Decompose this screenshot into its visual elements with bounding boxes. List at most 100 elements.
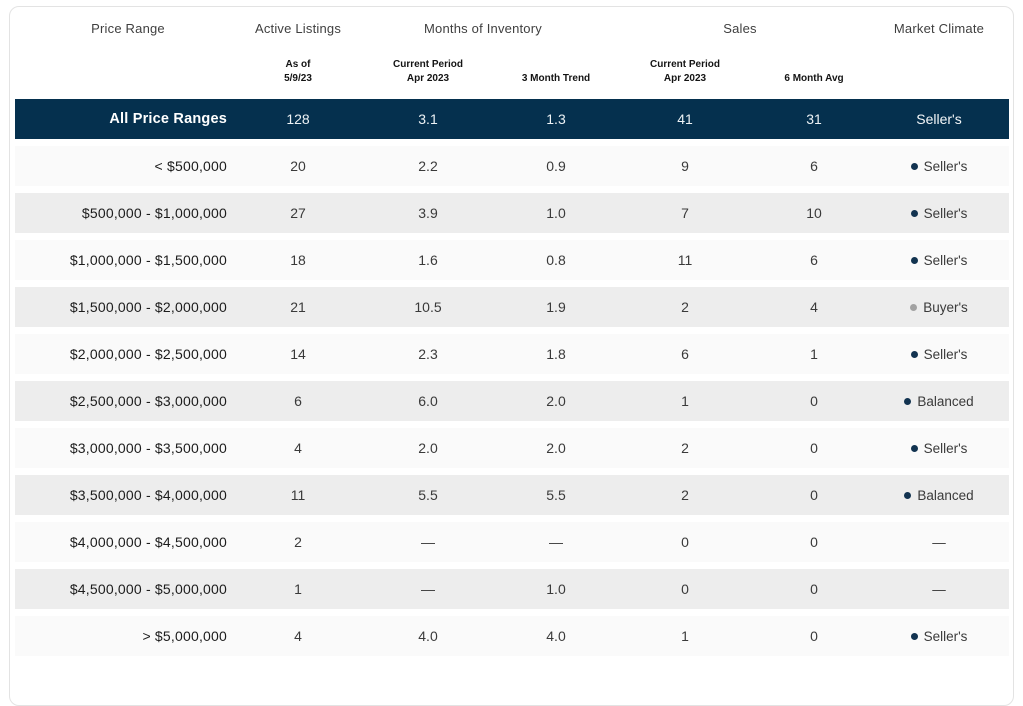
sales-current-cell: 11 <box>677 252 693 268</box>
climate-label: Seller's <box>923 346 968 362</box>
active-listings-cell: 20 <box>290 158 306 174</box>
climate-label: Seller's <box>916 111 962 127</box>
active-listings-cell: 14 <box>290 346 306 362</box>
sales-avg-cell: 6 <box>810 158 818 174</box>
sales-current-cell: 41 <box>677 111 693 127</box>
table-row: $4,000,000 - $4,500,000 2 — — 0 0 — <box>15 522 1009 562</box>
climate-label: Seller's <box>923 252 968 268</box>
active-listings-cell: 4 <box>294 440 302 456</box>
price-range-cell: $500,000 - $1,000,000 <box>81 205 227 221</box>
table-row: $4,500,000 - $5,000,000 1 — 1.0 0 0 — <box>15 569 1009 609</box>
moi-trend-cell: 0.8 <box>546 252 566 268</box>
col-group-market-climate: Market Climate <box>893 20 985 36</box>
sales-avg-cell: 0 <box>810 628 818 644</box>
price-range-cell: $2,500,000 - $3,000,000 <box>69 393 227 409</box>
climate-cell: Seller's <box>869 111 1009 127</box>
sales-avg-cell: 0 <box>810 487 818 503</box>
col-group-sales: Sales <box>723 20 757 36</box>
climate-bullet-icon <box>904 491 912 499</box>
moi-trend-cell: — <box>549 534 563 550</box>
table-row: $3,000,000 - $3,500,000 4 2.0 2.0 2 0 Se… <box>15 428 1009 468</box>
moi-trend-cell: 2.0 <box>546 393 566 409</box>
moi-current-cell: 5.5 <box>418 487 438 503</box>
table-row: $1,500,000 - $2,000,000 21 10.5 1.9 2 4 … <box>15 287 1009 327</box>
sales-avg-cell: 10 <box>806 205 822 221</box>
active-listings-cell: 128 <box>286 111 310 127</box>
market-climate-table: Price Range Active Listings Months of In… <box>15 7 1009 656</box>
price-range-cell: $4,000,000 - $4,500,000 <box>69 534 227 550</box>
climate-label: Seller's <box>923 628 968 644</box>
climate-cell: Seller's <box>869 441 1009 456</box>
price-range-cell: < $500,000 <box>154 158 227 174</box>
price-range-cell: All Price Ranges <box>109 111 227 127</box>
sales-avg-cell: 6 <box>810 252 818 268</box>
climate-cell: — <box>869 535 1009 550</box>
column-group-header-row: Price Range Active Listings Months of In… <box>15 7 1009 49</box>
climate-bullet-icon <box>910 303 918 311</box>
active-listings-cell: 18 <box>290 252 306 268</box>
sub-header-line: Apr 2023 <box>406 72 450 84</box>
price-range-cell: > $5,000,000 <box>142 628 227 644</box>
sales-current-cell: 6 <box>681 346 689 362</box>
table-row: $3,500,000 - $4,000,000 11 5.5 5.5 2 0 B… <box>15 475 1009 515</box>
sales-avg-cell: 4 <box>810 299 818 315</box>
sub-header-as-of: As of 5/9/23 <box>241 58 355 85</box>
summary-row-all-price-ranges: All Price Ranges 128 3.1 1.3 41 31 Selle… <box>15 99 1009 139</box>
sales-avg-cell: 0 <box>810 393 818 409</box>
sales-current-cell: 2 <box>681 440 689 456</box>
moi-trend-cell: 4.0 <box>546 628 566 644</box>
active-listings-cell: 6 <box>294 393 302 409</box>
moi-current-cell: 4.0 <box>418 628 438 644</box>
moi-current-cell: 6.0 <box>418 393 438 409</box>
sales-current-cell: 9 <box>681 158 689 174</box>
active-listings-cell: 21 <box>290 299 306 315</box>
market-report-card: Price Range Active Listings Months of In… <box>9 6 1014 706</box>
moi-trend-cell: 1.9 <box>546 299 566 315</box>
moi-trend-cell: 2.0 <box>546 440 566 456</box>
moi-trend-cell: 0.9 <box>546 158 566 174</box>
climate-bullet-icon <box>904 397 912 405</box>
price-range-cell: $4,500,000 - $5,000,000 <box>69 581 227 597</box>
moi-current-cell: 1.6 <box>418 252 438 268</box>
table-row: < $500,000 20 2.2 0.9 9 6 Seller's <box>15 146 1009 186</box>
table-body: < $500,000 20 2.2 0.9 9 6 Seller's $500,… <box>15 146 1009 656</box>
table-row: $500,000 - $1,000,000 27 3.9 1.0 7 10 Se… <box>15 193 1009 233</box>
moi-current-cell: 3.9 <box>418 205 438 221</box>
moi-current-cell: 2.0 <box>418 440 438 456</box>
moi-trend-cell: 5.5 <box>546 487 566 503</box>
col-group-active-listings: Active Listings <box>254 20 342 36</box>
moi-trend-cell: 1.0 <box>546 205 566 221</box>
climate-cell: Balanced <box>869 488 1009 503</box>
active-listings-cell: 1 <box>294 581 302 597</box>
col-group-months-of-inventory: Months of Inventory <box>424 20 542 36</box>
sub-header-line: Current Period <box>649 59 720 70</box>
moi-current-cell: — <box>421 581 435 597</box>
price-range-cell: $3,000,000 - $3,500,000 <box>69 440 227 456</box>
table-row: > $5,000,000 4 4.0 4.0 1 0 Seller's <box>15 616 1009 656</box>
sales-current-cell: 0 <box>681 581 689 597</box>
climate-label: Buyer's <box>923 299 968 315</box>
col-group-price-range: Price Range <box>91 20 165 36</box>
sub-header-line: 3 Month Trend <box>521 72 591 84</box>
sales-current-cell: 0 <box>681 534 689 550</box>
climate-bullet-icon <box>910 256 918 264</box>
sales-avg-cell: 0 <box>810 581 818 597</box>
moi-trend-cell: 1.8 <box>546 346 566 362</box>
sub-header-3-month-trend: 3 Month Trend <box>501 72 611 86</box>
sub-header-sales-current-period: Current Period Apr 2023 <box>611 58 759 85</box>
sub-header-row: As of 5/9/23 Current Period Apr 2023 3 M… <box>15 49 1009 91</box>
climate-label: Balanced <box>917 393 974 409</box>
climate-cell: — <box>869 582 1009 597</box>
sales-avg-cell: 0 <box>810 440 818 456</box>
climate-cell: Balanced <box>869 394 1009 409</box>
climate-cell: Seller's <box>869 159 1009 174</box>
climate-label: Seller's <box>923 205 968 221</box>
price-range-cell: $2,000,000 - $2,500,000 <box>69 346 227 362</box>
price-range-cell: $1,000,000 - $1,500,000 <box>69 252 227 268</box>
sub-header-6-month-avg: 6 Month Avg <box>759 72 869 86</box>
climate-label: — <box>932 581 946 597</box>
price-range-cell: $3,500,000 - $4,000,000 <box>69 487 227 503</box>
active-listings-cell: 2 <box>294 534 302 550</box>
sub-header-moi-current-period: Current Period Apr 2023 <box>355 58 501 85</box>
sales-avg-cell: 0 <box>810 534 818 550</box>
